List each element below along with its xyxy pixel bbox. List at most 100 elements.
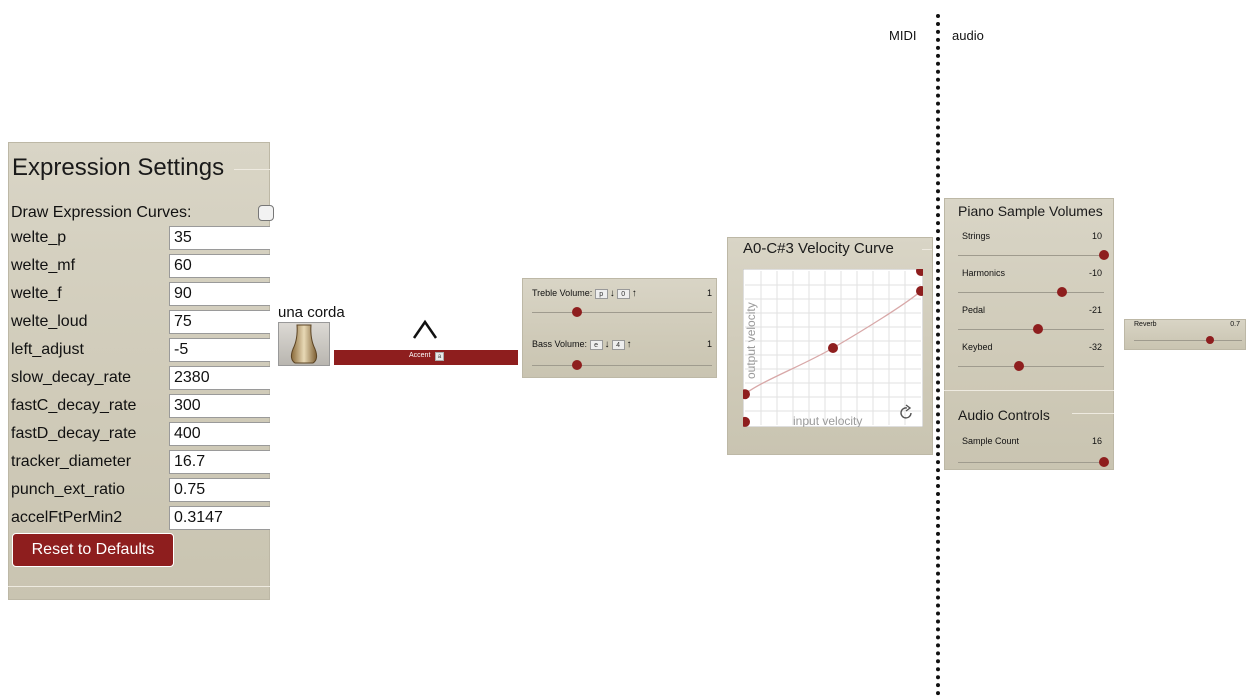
setting-row-punch-ext-ratio: punch_ext_ratio 0.75 [11,478,270,504]
sample-count-thumb[interactable] [1099,457,1109,467]
setting-label: punch_ext_ratio [11,481,125,498]
sample-volume-track[interactable] [958,329,1104,330]
sample-volume-label: Harmonics [962,268,1006,278]
draw-curves-row: Draw Expression Curves: [11,203,274,225]
setting-row-tracker-diameter: tracker_diameter 16.7 [11,450,270,476]
sample-volume-label: Strings [962,231,991,241]
pedal-icon [290,324,318,364]
reset-curve-icon[interactable] [900,404,912,419]
sample-volume-value: -21 [1088,305,1102,315]
arrow-up-icon: ↑ [626,339,632,351]
arrow-up-icon: ↑ [631,288,637,300]
velocity-curve-plot[interactable]: input velocity output velocity [743,269,923,427]
setting-input[interactable]: 60 [169,254,270,278]
accent-label: Accent [409,352,431,359]
audio-label: audio [952,28,984,43]
setting-row-welte-f: welte_f 90 [11,282,270,308]
setting-input[interactable]: 2380 [169,366,270,390]
sample-volume-thumb[interactable] [1056,287,1067,297]
setting-input[interactable]: 16.7 [169,450,270,474]
legend-line [1072,413,1114,414]
curve-control-point[interactable] [743,416,750,427]
setting-input[interactable]: 90 [169,282,270,306]
legend-line [922,249,932,250]
setting-label: welte_mf [11,257,76,274]
treble-volume-thumb[interactable] [572,307,582,317]
setting-label: welte_loud [11,313,88,330]
expression-settings-panel: Expression Settings Draw Expression Curv… [8,142,274,600]
bass-volume-value: 1 [706,339,712,349]
sample-volume-track[interactable] [958,255,1104,256]
setting-input[interactable]: 35 [169,226,270,250]
midi-label: MIDI [889,28,917,43]
bass-volume-thumb[interactable] [572,360,582,370]
sample-count-track[interactable] [958,462,1104,463]
sample-volume-thumb[interactable] [1099,250,1109,260]
setting-label: accelFtPerMin2 [11,509,123,526]
curve-control-point[interactable] [743,389,750,400]
reverb-panel: Reverb 0.7 [1124,319,1246,350]
curve-control-point[interactable] [916,286,923,297]
draw-curves-label: Draw Expression Curves: [11,204,192,221]
bass-volume-text: Bass Volume: [532,339,588,349]
treble-volume-value: 1 [706,288,712,298]
bass-volume-label: Bass Volume: e ↓ 4 ↑ [532,339,634,350]
panel-divider [944,390,1114,391]
setting-row-slow-decay-rate: slow_decay_rate 2380 [11,366,270,392]
piano-sample-volumes-title: Piano Sample Volumes [958,203,1103,219]
sample-count-value: 16 [1091,436,1102,446]
sample-volume-track[interactable] [958,292,1104,293]
setting-row-welte-p: welte_p 35 [11,226,270,252]
midi-audio-divider [936,14,940,696]
curve-control-point[interactable] [828,343,838,353]
reverb-value: 0.7 [1230,321,1240,328]
setting-row-fastD-decay-rate: fastD_decay_rate 400 [11,422,270,448]
reverb-track[interactable] [1134,340,1242,341]
bass-key-4: 4 [611,339,625,350]
accent-key: a [435,352,444,361]
accent-bar[interactable]: Accent a [334,350,518,365]
sample-volume-label: Pedal [962,305,986,315]
caret-up-icon [412,319,438,339]
setting-label: left_adjust [11,341,84,358]
setting-row-welte-mf: welte_mf 60 [11,254,270,280]
panel-divider [8,586,270,587]
una-corda-pedal[interactable] [278,322,330,366]
setting-input[interactable]: 0.3147 [169,506,270,530]
setting-row-left-adjust: left_adjust -5 [11,338,270,364]
volume-panel: Treble Volume: p ↓ 0 ↑ 1 Bass Volume: e ↓ 4 ↑ … [522,278,717,378]
velocity-curve-title: A0-C#3 Velocity Curve [743,240,894,257]
setting-label: welte_p [11,229,67,246]
bass-volume-track[interactable] [532,365,712,366]
expression-settings-title: Expression Settings [12,154,225,181]
reverb-thumb[interactable] [1205,336,1214,344]
setting-label: fastC_decay_rate [11,397,137,414]
setting-input[interactable]: 0.75 [169,478,270,502]
sample-count-label: Sample Count [962,436,1020,446]
arrow-down-icon: ↓ [609,288,615,300]
setting-label: tracker_diameter [11,453,132,470]
audio-controls-title: Audio Controls [958,407,1050,423]
setting-label: fastD_decay_rate [11,425,137,442]
setting-input[interactable]: 300 [169,394,270,418]
draw-curves-checkbox[interactable] [258,205,274,221]
setting-input[interactable]: 75 [169,310,270,334]
sample-volume-track[interactable] [958,366,1104,367]
reverb-label: Reverb [1134,321,1157,328]
sample-volume-value: 10 [1091,231,1102,241]
treble-key-0: 0 [616,288,630,299]
treble-key-p: p [594,288,608,299]
sample-volume-thumb[interactable] [1014,361,1025,371]
bass-key-e: e [589,339,603,350]
curve-control-point[interactable] [916,269,923,276]
setting-input[interactable]: -5 [169,338,270,362]
sample-volume-thumb[interactable] [1033,324,1044,334]
treble-volume-track[interactable] [532,312,712,313]
sample-volume-value: -32 [1088,342,1102,352]
setting-row-accelFtPerMin2: accelFtPerMin2 0.3147 [11,506,270,532]
y-axis-label: output velocity [744,302,758,379]
setting-input[interactable]: 400 [169,422,270,446]
reset-to-defaults-button[interactable]: Reset to Defaults [12,533,174,567]
sample-volume-label: Keybed [962,342,993,352]
arrow-down-icon: ↓ [604,339,610,351]
